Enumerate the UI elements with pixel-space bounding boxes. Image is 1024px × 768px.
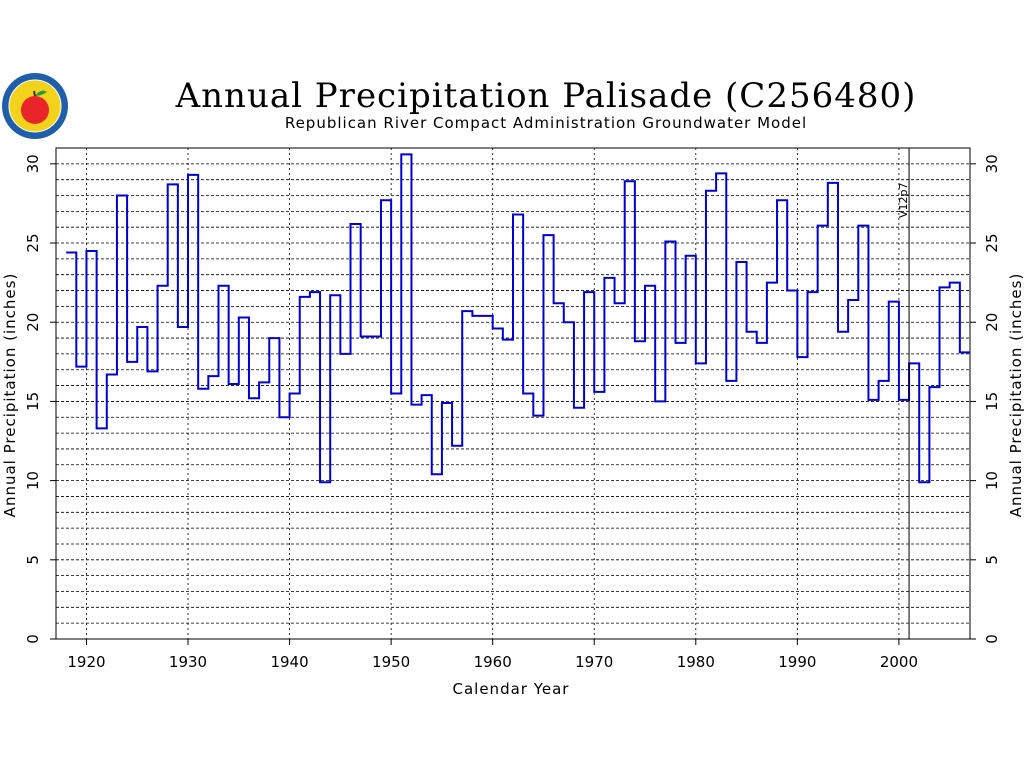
y-tick-label: 25 xyxy=(24,233,42,252)
x-tick-label: 1950 xyxy=(372,653,410,671)
x-axis-label: Calendar Year xyxy=(453,680,570,698)
y-tick-label: 30 xyxy=(24,154,42,173)
y-tick-label: 20 xyxy=(24,313,42,332)
y-tick-label: 0 xyxy=(24,634,42,644)
x-tick-label: 1930 xyxy=(169,653,207,671)
series-layer xyxy=(66,153,970,484)
y-tick-label-right: 10 xyxy=(983,471,1001,490)
x-tick-label: 1970 xyxy=(575,653,613,671)
version-marker: V12p7 xyxy=(897,148,910,639)
x-axis-ticks: 1920 1930 1940 1950 1960 1970 1980 1990 2000 xyxy=(67,639,918,671)
y-tick-label-right: 0 xyxy=(983,634,1001,644)
version-marker-label: V12p7 xyxy=(897,182,910,218)
y-axis-label-left: Annual Precipitation (inches) xyxy=(1,273,19,518)
chart-subtitle: Republican River Compact Administration … xyxy=(285,114,807,132)
plot-border xyxy=(55,147,971,640)
y-tick-label-right: 5 xyxy=(983,555,1001,565)
x-tick-label: 1940 xyxy=(270,653,308,671)
y-tick-label-right: 30 xyxy=(983,154,1001,173)
y-tick-label: 10 xyxy=(24,471,42,490)
x-tick-label: 1920 xyxy=(67,653,105,671)
y-tick-label-right: 15 xyxy=(983,392,1001,411)
y-axis-right-ticks: 0 5 10 15 20 25 30 xyxy=(970,154,1001,644)
y-axis-label-right: Annual Precipitation (inches) xyxy=(1007,273,1024,518)
chart-title: Annual Precipitation Palisade (C256480) xyxy=(175,76,917,116)
precipitation-series-line xyxy=(66,153,970,484)
y-axis-left-ticks: 0 5 10 15 20 25 30 xyxy=(24,154,56,644)
y-tick-label-right: 25 xyxy=(983,233,1001,252)
x-tick-label: 2000 xyxy=(880,653,918,671)
x-tick-label: 1960 xyxy=(474,653,512,671)
y-tick-label-right: 20 xyxy=(983,313,1001,332)
x-tick-label: 1990 xyxy=(778,653,816,671)
rrca-seal-logo xyxy=(2,73,68,139)
y-tick-label: 5 xyxy=(24,555,42,565)
y-tick-label: 15 xyxy=(24,392,42,411)
x-tick-label: 1980 xyxy=(677,653,715,671)
plot-frame xyxy=(55,147,971,640)
